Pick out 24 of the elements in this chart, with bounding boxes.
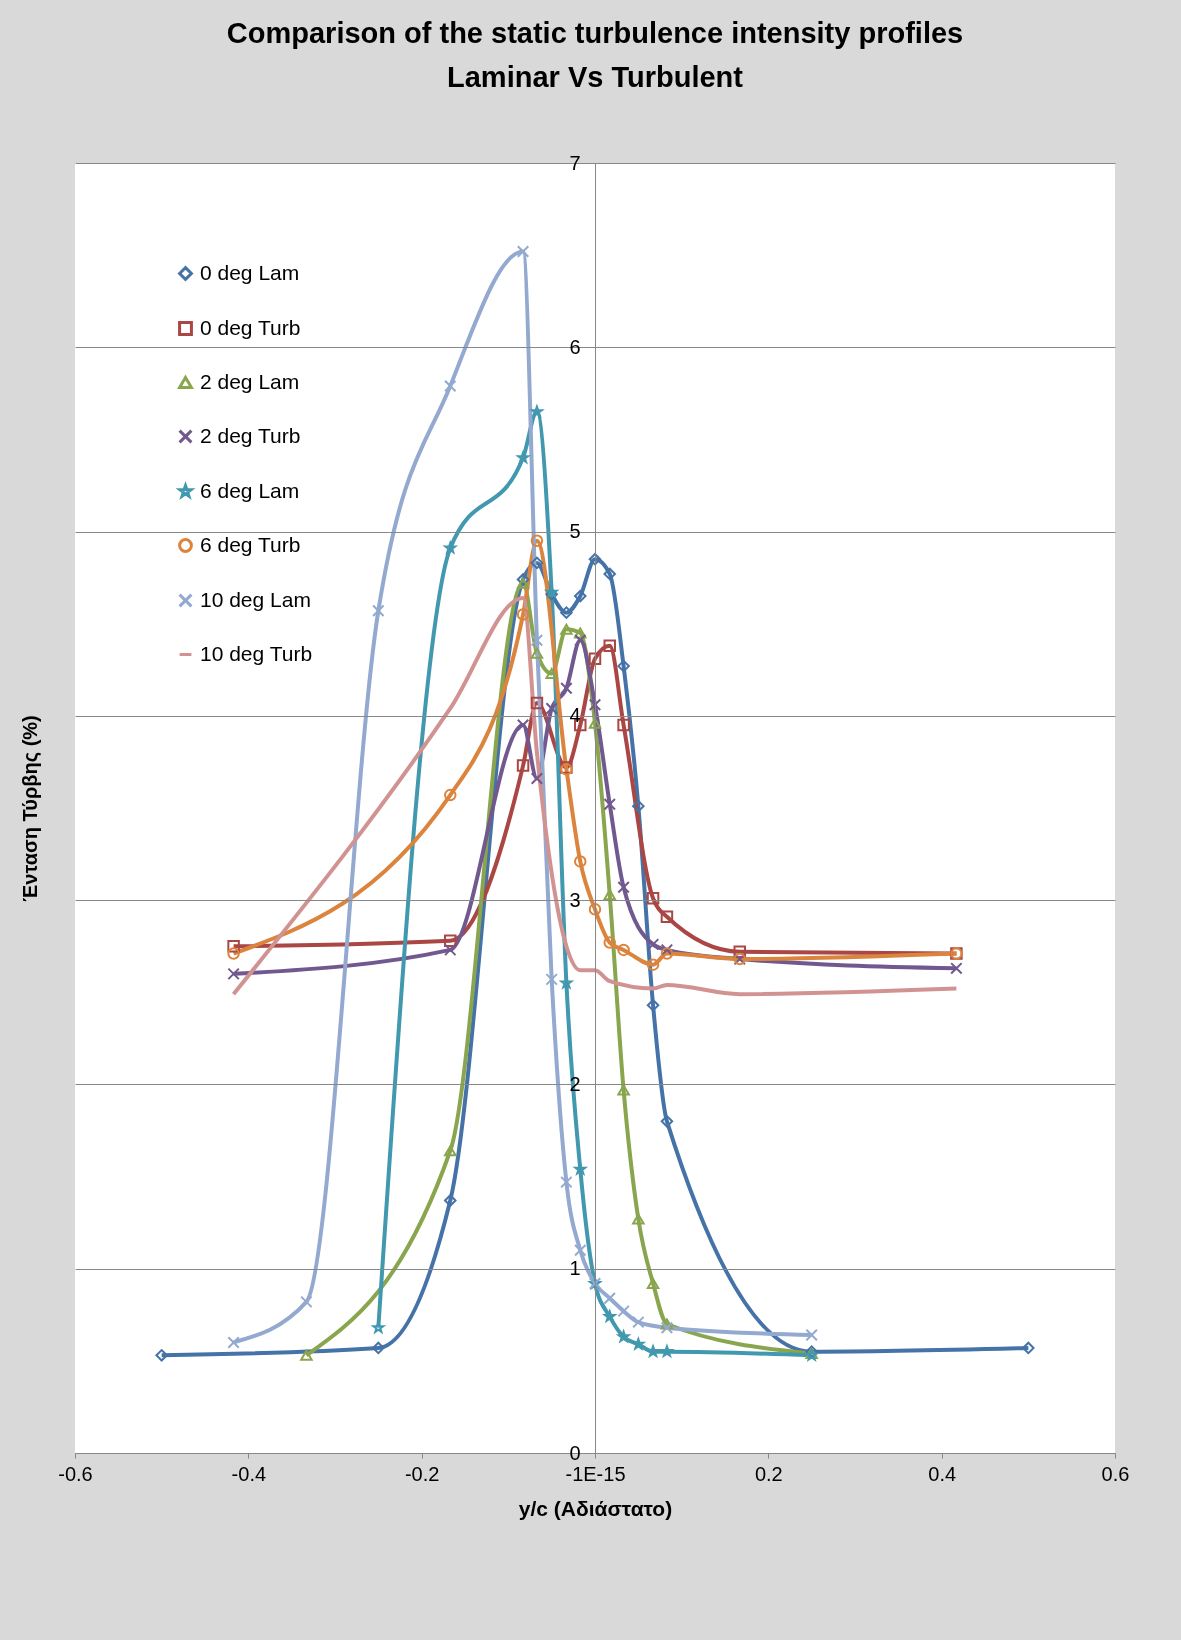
- legend-label: 0 deg Lam: [200, 260, 300, 284]
- x-tick-label: 0.2: [754, 1462, 783, 1485]
- y-tick-label: 7: [569, 151, 581, 174]
- y-tick-label: 1: [569, 1257, 581, 1280]
- y-tick-label: 0: [569, 1441, 581, 1464]
- x-tick-label: -0.2: [404, 1462, 440, 1485]
- x-tick-label: 0.4: [928, 1462, 957, 1485]
- y-tick-label: 6: [569, 335, 581, 358]
- legend-label: 2 deg Turb: [200, 423, 301, 447]
- x-axis-title: y/c (Αδιάστατο): [518, 1496, 673, 1520]
- legend-label: 2 deg Lam: [200, 369, 300, 393]
- x-tick-label: -0.6: [58, 1462, 93, 1485]
- y-tick-label: 3: [569, 888, 581, 911]
- legend-label: 0 deg Turb: [200, 315, 301, 339]
- y-axis-title: Ένταση Τύρβης (%): [18, 715, 41, 902]
- legend-label: 6 deg Turb: [200, 532, 301, 556]
- x-tick-label: 0.6: [1101, 1462, 1130, 1485]
- y-tick-label: 5: [569, 520, 581, 543]
- chart-title: Comparison of the static turbulence intensity profiles Laminar Vs Turbulent: [226, 17, 964, 93]
- x-tick-label: -1E-15: [565, 1462, 626, 1485]
- legend-label: 10 deg Turb: [200, 641, 313, 665]
- legend-label: 10 deg Lam: [200, 587, 311, 611]
- legend-label: 6 deg Lam: [200, 478, 300, 502]
- x-tick-label: -0.4: [231, 1462, 267, 1485]
